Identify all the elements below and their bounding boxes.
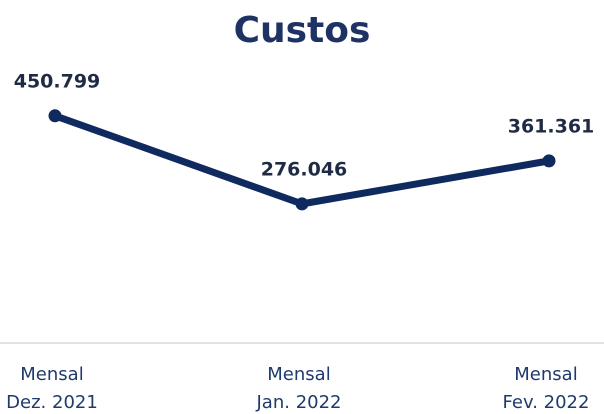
data-label: 276.046 xyxy=(261,158,348,180)
x-tick-label: Mensal Dez. 2021 xyxy=(6,364,98,413)
x-tick-label: Mensal Fev. 2022 xyxy=(502,364,590,413)
marker xyxy=(542,154,556,168)
data-label: 361.361 xyxy=(508,115,595,137)
x-tick-label: Mensal Jan. 2022 xyxy=(256,364,342,413)
marker xyxy=(295,197,309,211)
data-label: 450.799 xyxy=(14,70,101,92)
chart-title: Custos xyxy=(234,10,371,51)
marker xyxy=(48,109,62,123)
